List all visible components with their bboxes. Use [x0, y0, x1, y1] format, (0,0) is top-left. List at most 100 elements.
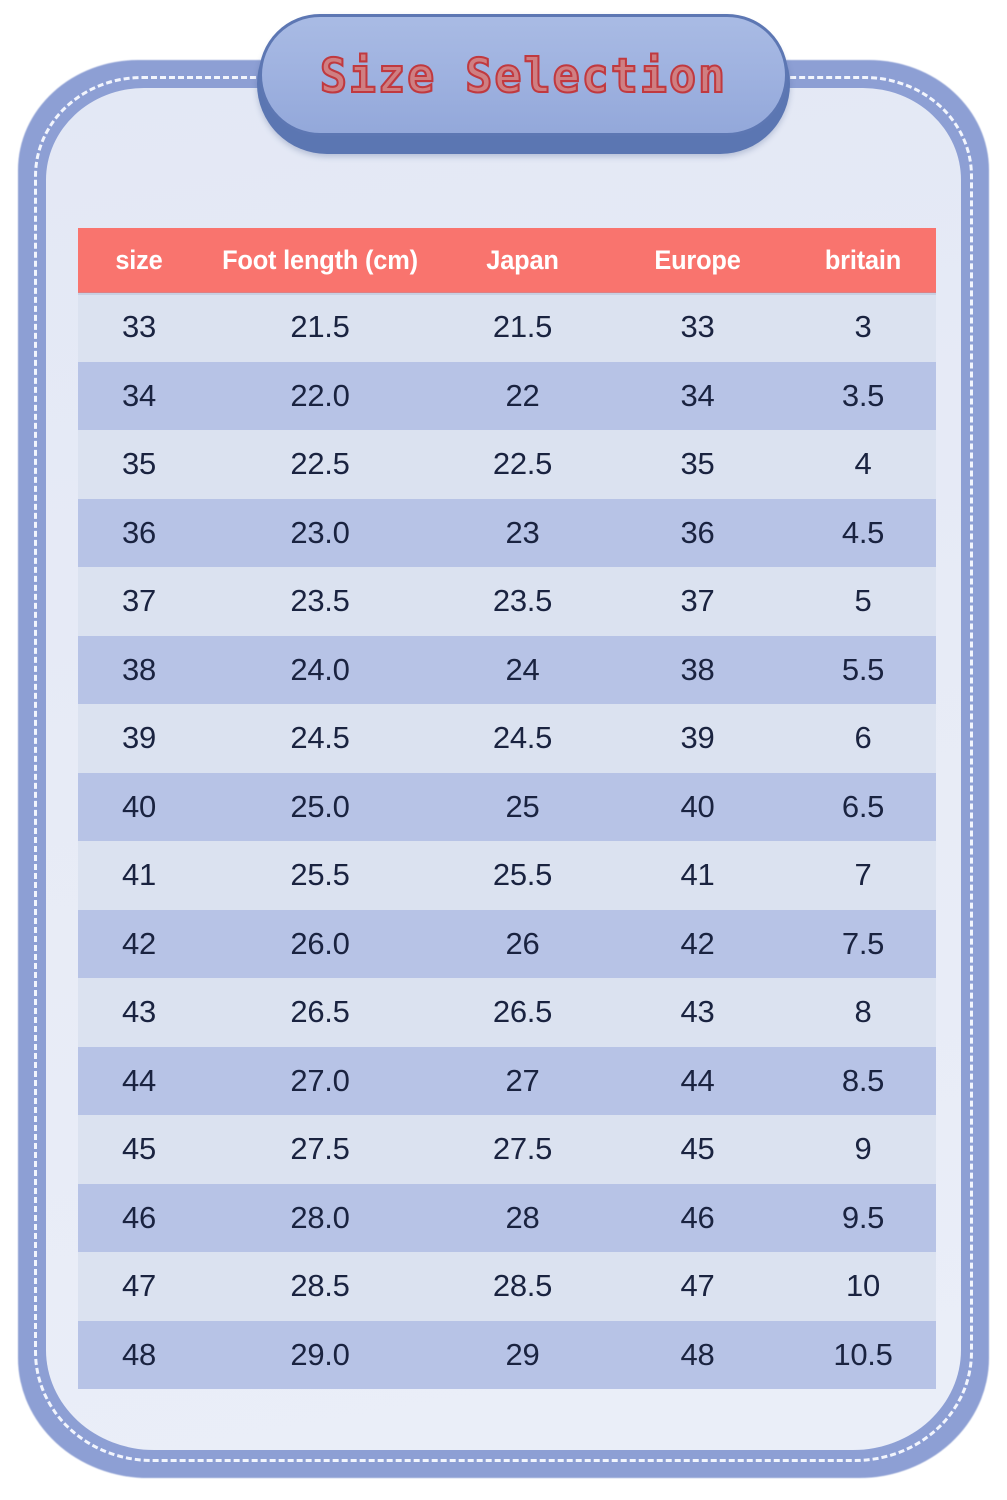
cell-europe: 33	[680, 309, 715, 345]
header-separator	[78, 292, 936, 295]
cell-foot-length: 22.5	[290, 446, 350, 482]
cell-britain: 10.5	[833, 1336, 893, 1372]
cell-britain: 3.5	[841, 377, 885, 413]
table-row: 37 23.5 23.5 37 5	[78, 567, 936, 636]
cell-europe: 44	[680, 1062, 715, 1098]
cell-europe: 48	[680, 1336, 715, 1372]
cell-size: 41	[122, 857, 156, 893]
cell-europe: 41	[680, 857, 715, 893]
cell-foot-length: 26.5	[290, 994, 350, 1030]
cell-japan: 22	[505, 377, 540, 413]
cell-size: 42	[122, 925, 156, 961]
cell-japan: 21.5	[492, 309, 553, 345]
cell-europe: 39	[680, 720, 715, 756]
cell-europe: 36	[680, 514, 715, 550]
table-row: 38 24.0 24 38 5.5	[78, 635, 936, 704]
cell-size: 48	[122, 1336, 156, 1372]
column-header-foot-length: Foot length (cm)	[222, 245, 418, 275]
table-header: size Foot length (cm) Japan Europe brita…	[78, 228, 936, 293]
cell-japan: 26.5	[492, 994, 553, 1030]
cell-britain: 9	[854, 1131, 872, 1167]
column-header-europe: Europe	[654, 245, 741, 275]
column-header-japan: Japan	[486, 245, 559, 275]
table-row: 41 25.5 25.5 41 7	[78, 841, 936, 910]
cell-europe: 34	[680, 377, 715, 413]
cell-britain: 6	[854, 720, 872, 756]
table-row: 48 29.0 29 48 10.5	[78, 1320, 936, 1389]
table-row: 47 28.5 28.5 47 10	[78, 1252, 936, 1321]
cell-japan: 25	[505, 788, 540, 824]
table-row: 33 21.5 21.5 33 3	[78, 293, 936, 362]
cell-japan: 26	[505, 925, 540, 961]
cell-japan: 24.5	[492, 720, 553, 756]
cell-japan: 25.5	[492, 857, 553, 893]
cell-foot-length: 23.5	[290, 583, 350, 619]
cell-britain: 5	[854, 583, 872, 619]
cell-size: 33	[122, 309, 156, 345]
cell-size: 40	[122, 788, 156, 824]
cell-europe: 46	[680, 1199, 715, 1235]
cell-foot-length: 23.0	[290, 514, 350, 550]
cell-japan: 28.5	[492, 1268, 553, 1304]
table-row: 40 25.0 25 40 6.5	[78, 772, 936, 841]
cell-europe: 35	[680, 446, 715, 482]
table-header-row: size Foot length (cm) Japan Europe brita…	[78, 228, 936, 293]
table-row: 45 27.5 27.5 45 9	[78, 1115, 936, 1184]
cell-size: 35	[122, 446, 156, 482]
size-table: size Foot length (cm) Japan Europe brita…	[78, 228, 936, 1389]
cell-japan: 22.5	[492, 446, 553, 482]
column-header-size: size	[115, 245, 163, 275]
cell-foot-length: 24.0	[290, 651, 350, 687]
cell-foot-length: 25.5	[290, 857, 350, 893]
cell-britain: 4.5	[841, 514, 885, 550]
cell-britain: 6.5	[841, 788, 885, 824]
cell-size: 39	[122, 720, 156, 756]
table-row: 36 23.0 23 36 4.5	[78, 498, 936, 567]
cell-size: 36	[122, 514, 156, 550]
cell-japan: 29	[505, 1336, 540, 1372]
table-row: 46 28.0 28 46 9.5	[78, 1183, 936, 1252]
cell-size: 47	[122, 1268, 156, 1304]
chart-panel-background	[46, 88, 961, 1450]
cell-size: 37	[122, 583, 156, 619]
cell-foot-length: 25.0	[290, 788, 350, 824]
size-table-container: size Foot length (cm) Japan Europe brita…	[78, 228, 936, 1389]
cell-europe: 37	[680, 583, 715, 619]
cell-size: 43	[122, 994, 156, 1030]
cell-britain: 4	[854, 446, 872, 482]
cell-britain: 3	[854, 309, 872, 345]
table-body: 33 21.5 21.5 33 3 34 22.0 22 34 3.5 35 22.5 22.5 35 4 3…	[78, 293, 936, 1389]
cell-japan: 28	[505, 1199, 540, 1235]
cell-foot-length: 27.0	[290, 1062, 350, 1098]
table-row: 39 24.5 24.5 39 6	[78, 704, 936, 773]
cell-japan: 27.5	[492, 1131, 553, 1167]
cell-size: 34	[122, 377, 156, 413]
cell-europe: 38	[680, 651, 715, 687]
cell-britain: 7.5	[841, 925, 885, 961]
page-title: Size Selection	[319, 46, 728, 104]
title-banner: Size Selection	[259, 14, 788, 136]
cell-size: 38	[122, 651, 156, 687]
cell-size: 46	[122, 1199, 156, 1235]
cell-britain: 7	[854, 857, 872, 893]
cell-foot-length: 28.5	[290, 1268, 350, 1304]
cell-japan: 23	[505, 514, 540, 550]
cell-britain: 9.5	[841, 1199, 885, 1235]
cell-foot-length: 22.0	[290, 377, 350, 413]
cell-europe: 42	[680, 925, 715, 961]
table-row: 43 26.5 26.5 43 8	[78, 978, 936, 1047]
cell-foot-length: 26.0	[290, 925, 350, 961]
table-row: 35 22.5 22.5 35 4	[78, 430, 936, 499]
cell-europe: 45	[680, 1131, 715, 1167]
cell-foot-length: 21.5	[290, 309, 350, 345]
cell-europe: 40	[680, 788, 715, 824]
cell-britain: 8.5	[841, 1062, 885, 1098]
cell-japan: 23.5	[492, 583, 553, 619]
table-row: 42 26.0 26 42 7.5	[78, 909, 936, 978]
table-row: 34 22.0 22 34 3.5	[78, 361, 936, 430]
cell-foot-length: 27.5	[290, 1131, 350, 1167]
cell-britain: 5.5	[841, 651, 885, 687]
cell-britain: 8	[854, 994, 872, 1030]
cell-foot-length: 29.0	[290, 1336, 350, 1372]
